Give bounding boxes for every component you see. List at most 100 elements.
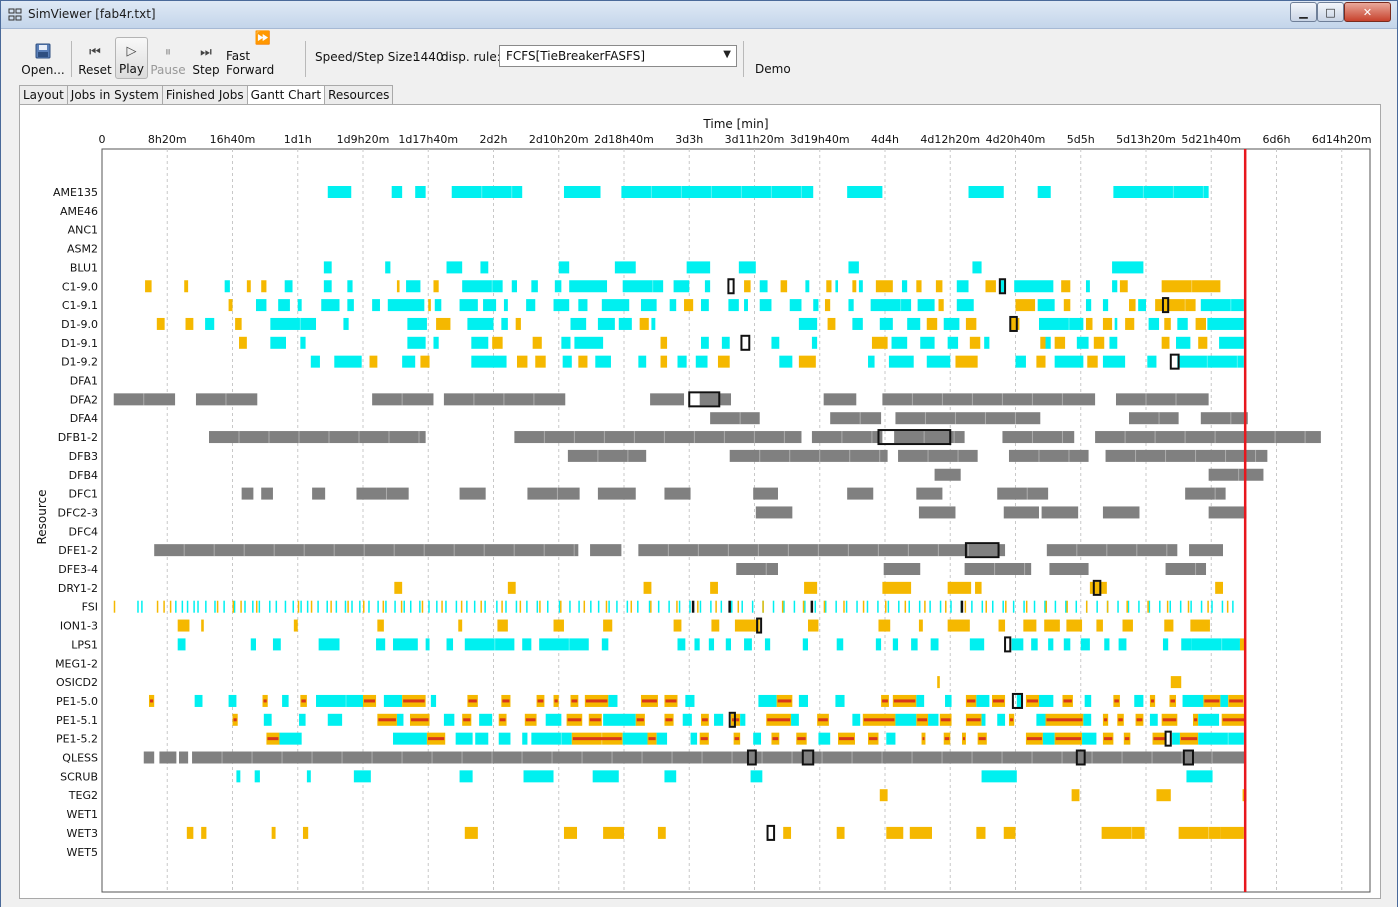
job-bar (335, 600, 338, 613)
job-bar (1045, 336, 1051, 349)
job-bar (695, 355, 708, 368)
job-bar (926, 355, 951, 368)
reset-button[interactable]: ⏮ Reset (77, 37, 113, 79)
pause-icon: ⏸ (164, 45, 172, 60)
close-button[interactable]: ✕ (1344, 2, 1391, 22)
play-button[interactable]: ▷ Play (115, 37, 148, 79)
dispatch-rule-select[interactable]: FCFS[TieBreakerFASFS] ▼ (499, 45, 737, 67)
job-bar (323, 261, 332, 274)
fast-forward-button[interactable]: ⏩ Fast Forward (226, 32, 300, 79)
job-bar (605, 600, 608, 613)
title-bar[interactable]: SimViewer [fab4r.txt] ▁ □ ✕ (1, 1, 1397, 29)
maximize-button[interactable]: □ (1317, 2, 1344, 22)
job-bar (1125, 317, 1135, 330)
job-bar (1134, 694, 1144, 707)
job-bar (622, 280, 664, 293)
tab-finished-jobs[interactable]: Finished Jobs (161, 85, 248, 104)
job-bar-marker (767, 718, 791, 722)
job-bar (578, 299, 588, 312)
job-bar (498, 732, 511, 745)
x-tick-label: 1d9h20m (337, 133, 390, 146)
job-bar (536, 600, 539, 613)
job-bar (895, 412, 1041, 425)
job-bar (1038, 317, 1084, 330)
job-bar (330, 600, 332, 613)
tab-resources[interactable]: Resources (324, 85, 394, 104)
resource-label: C1-9.0 (62, 280, 98, 293)
job-bar (909, 826, 932, 839)
tab-jobs-in-system[interactable]: Jobs in System (66, 85, 163, 104)
job-bar (1164, 317, 1171, 330)
job-bar (1127, 600, 1130, 613)
job-bar-marker (1103, 737, 1113, 741)
resource-label: WET3 (66, 827, 98, 840)
job-bar (1162, 638, 1169, 651)
job-bar (574, 336, 604, 349)
job-bar (169, 600, 172, 613)
job-bar (526, 299, 536, 312)
job-bar (1016, 694, 1023, 707)
gantt-chart[interactable]: 0 8h20m 16h40m 1d1h 1d9h20m 1d17h40m 2d2h 2d10h… (20, 105, 1380, 898)
minimize-button[interactable]: ▁ (1290, 2, 1317, 22)
job-bar (917, 299, 935, 312)
job-bar (911, 638, 918, 651)
job-bar (1075, 600, 1078, 613)
job-bar (1003, 506, 1039, 519)
job-bar (885, 600, 887, 613)
job-bar (1084, 694, 1092, 707)
job-bar-marker (149, 699, 154, 703)
job-bar-marker (1150, 699, 1155, 703)
job-bar (501, 317, 508, 330)
job-bar (522, 638, 532, 651)
job-bar (316, 694, 363, 707)
resource-label: MEG1-2 (55, 657, 98, 670)
job-bar (1161, 336, 1170, 349)
resource-label: ASM2 (67, 243, 98, 256)
tab-gantt-chart[interactable]: Gantt Chart (246, 85, 326, 105)
job-bar-marker (1162, 718, 1177, 722)
speed-value[interactable]: 1440 (413, 50, 444, 64)
tab-layout[interactable]: Layout (19, 85, 68, 104)
job-bar (1044, 600, 1046, 613)
job-bar (651, 317, 656, 330)
job-bar (443, 713, 455, 726)
job-bar (950, 600, 952, 613)
step-button[interactable]: ⏭ Step (190, 37, 222, 79)
job-bar (699, 600, 702, 613)
job-bar (1012, 600, 1015, 613)
job-bar (597, 317, 615, 330)
job-bar (984, 336, 990, 349)
job-bar (455, 600, 458, 613)
job-bar (793, 600, 796, 613)
job-bar (737, 600, 740, 613)
x-tick-label: 4d4h (871, 133, 899, 146)
resource-label: D1-9.2 (61, 356, 98, 369)
job-bar-marker (1180, 737, 1198, 741)
resource-label: SCRUB (60, 770, 98, 783)
job-bar (744, 299, 748, 312)
x-tick-label: 16h40m (210, 133, 256, 146)
job-bar (1239, 638, 1246, 651)
job-bar (194, 694, 203, 707)
job-bar (1226, 600, 1229, 613)
open-button[interactable]: Open... (21, 37, 65, 79)
job-bar (878, 619, 891, 632)
job-bar (141, 600, 143, 613)
job-bar (811, 336, 818, 349)
job-bar (964, 563, 1032, 575)
job-bar (1138, 600, 1140, 613)
job-bar (539, 638, 589, 651)
job-bar (279, 732, 302, 745)
app-icon (8, 8, 22, 21)
job-bar (526, 600, 528, 613)
job-bar (445, 600, 447, 613)
pause-button[interactable]: ⏸ Pause (150, 37, 186, 79)
job-bar (981, 713, 986, 726)
x-tick-label: 1d1h (284, 133, 312, 146)
job-bar (870, 299, 912, 312)
job-bar (1036, 355, 1046, 368)
job-bar (827, 317, 836, 330)
job-bar (1219, 336, 1244, 349)
job-bar (1083, 713, 1092, 726)
job-bar (515, 600, 518, 613)
